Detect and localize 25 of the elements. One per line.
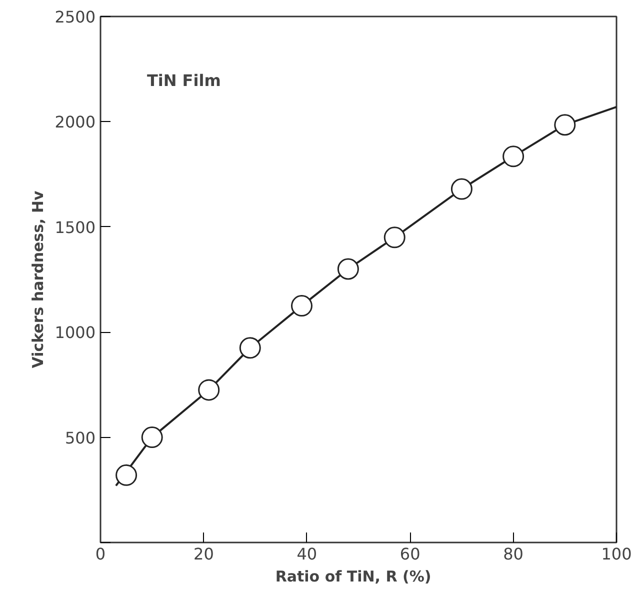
y-axis-title: Vickers hardness, Hv <box>28 190 47 368</box>
y-tick-label: 1500 <box>54 218 96 237</box>
point <box>141 426 163 448</box>
x-tick-label: 20 <box>194 544 214 564</box>
point <box>450 178 472 200</box>
y-tick-label: 1000 <box>54 323 96 342</box>
line-series <box>114 106 616 487</box>
x-tick-label: 100 <box>601 544 632 564</box>
y-tick-label: 2000 <box>54 112 96 132</box>
y-tick-label: 2500 <box>54 8 96 26</box>
x-tick-label: 60 <box>400 544 420 564</box>
point <box>198 379 220 401</box>
annotation: TiN Film <box>146 71 221 90</box>
point <box>502 146 524 168</box>
x-tick-label: 80 <box>503 544 524 564</box>
point <box>554 114 576 136</box>
y-tick-label: 500 <box>64 428 96 448</box>
point <box>239 337 261 359</box>
point <box>116 464 138 486</box>
x-tick-label: 40 <box>296 544 318 564</box>
point <box>290 295 312 317</box>
x-tick-label: 0 <box>95 544 106 564</box>
point <box>384 226 406 248</box>
point <box>337 258 359 280</box>
x-axis-title: Ratio of TiN, R (%) <box>275 568 432 586</box>
